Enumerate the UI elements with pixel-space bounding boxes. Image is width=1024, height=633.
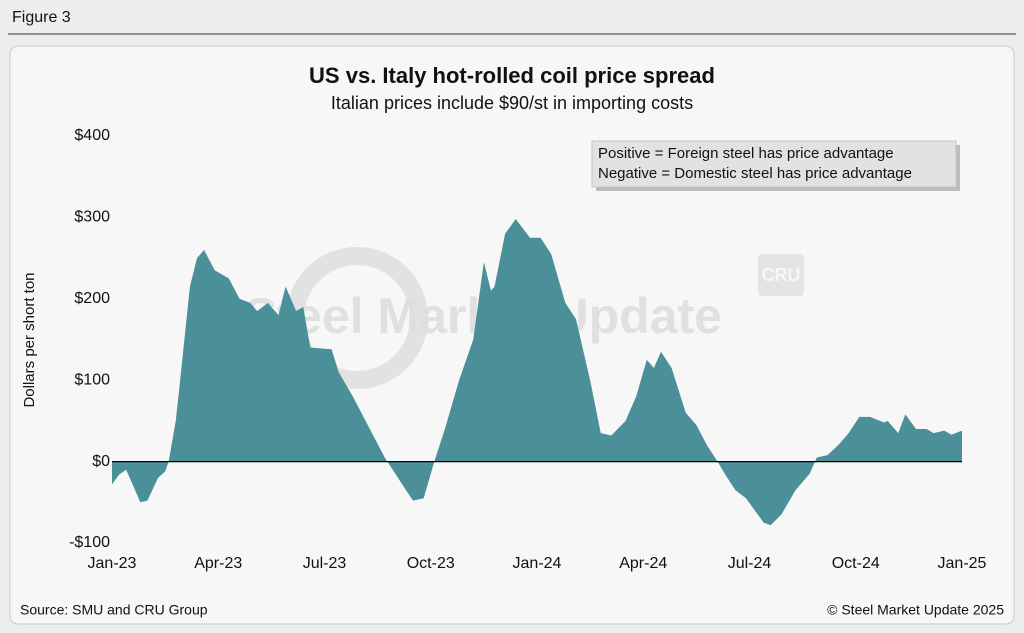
x-tick-label: Oct-24 — [832, 555, 880, 572]
x-tick-label: Jan-24 — [513, 555, 562, 572]
copyright: © Steel Market Update 2025 — [827, 602, 1004, 618]
source: Source: SMU and CRU Group — [20, 602, 208, 618]
x-tick-label: Jan-25 — [938, 555, 987, 572]
y-axis-label: Dollars per short ton — [21, 272, 38, 407]
x-tick-label: Apr-23 — [194, 555, 242, 572]
area — [112, 219, 962, 526]
y-tick-label: $200 — [74, 290, 110, 307]
note-line: Negative = Domestic steel has price adva… — [598, 165, 912, 182]
x-tick-label: Jul-23 — [303, 555, 347, 572]
x-tick-label: Jul-24 — [728, 555, 772, 572]
logo: CRU — [762, 265, 801, 285]
y-tick-label: $400 — [74, 127, 110, 144]
x-tick-label: Jan-23 — [88, 555, 137, 572]
y-tick-label: $300 — [74, 209, 110, 226]
y-tick-label: $100 — [74, 371, 110, 388]
y-tick-label: -$100 — [69, 534, 110, 551]
figure-label: Figure 3 — [12, 9, 71, 26]
chart-title: US vs. Italy hot-rolled coil price sprea… — [309, 63, 715, 88]
logo-box — [758, 254, 804, 296]
note-line: Positive = Foreign steel has price advan… — [598, 145, 894, 162]
chart-subtitle: Italian prices include $90/st in importi… — [331, 93, 693, 113]
y-tick-label: $0 — [92, 453, 110, 470]
x-tick-label: Apr-24 — [619, 555, 667, 572]
note-box — [591, 140, 957, 188]
x-tick-label: Oct-23 — [407, 555, 455, 572]
